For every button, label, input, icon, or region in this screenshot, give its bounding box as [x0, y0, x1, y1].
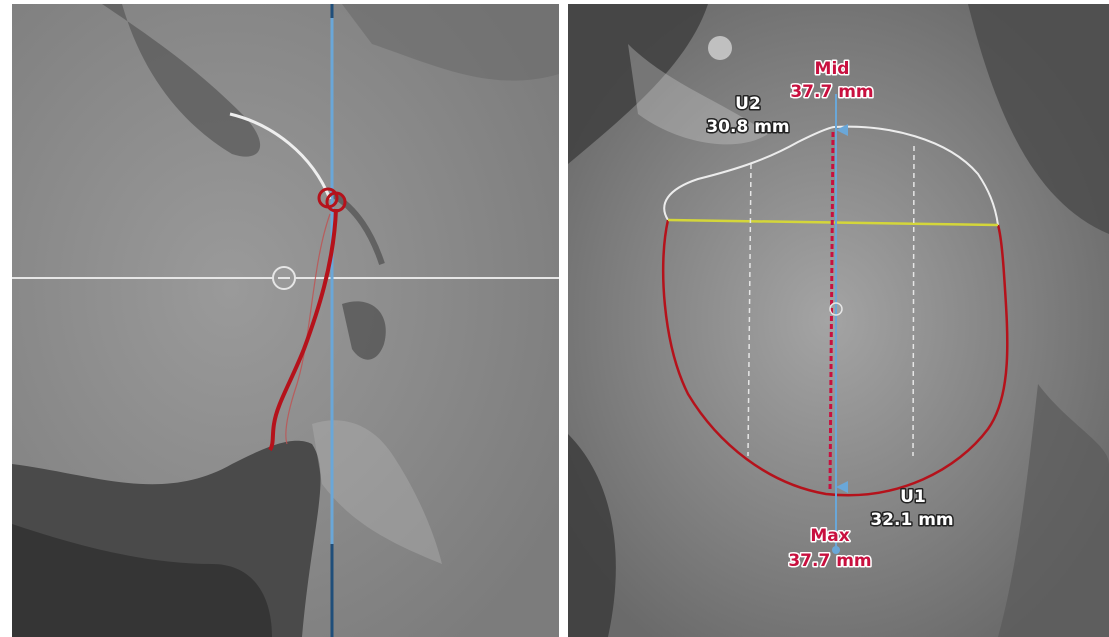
- u1-dashed-line: [912, 145, 915, 457]
- max-value: 37.7 mm: [788, 551, 871, 571]
- bottom-handle[interactable]: [832, 546, 840, 554]
- u2-dashed-line: [747, 163, 752, 457]
- u2-label: U2: [735, 94, 761, 114]
- darker-region-bottom-left: [12, 524, 272, 637]
- u1-label: U1: [900, 487, 926, 507]
- u2-value: 30.8 mm: [706, 117, 789, 137]
- bright-region-top-left: [628, 44, 768, 145]
- dark-spot-mid: [342, 301, 386, 360]
- white-annulus-curve: [229, 112, 332, 200]
- dark-region-top-right: [342, 4, 559, 81]
- dark-region-top-left: [568, 4, 708, 164]
- red-annulus-contour: [268, 208, 338, 452]
- red-lower-contour: [661, 219, 1009, 497]
- sagittal-view-image: [12, 4, 559, 637]
- mid-value: 37.7 mm: [790, 82, 873, 102]
- bright-region-bottom: [312, 420, 442, 564]
- thin-red-guide-curve: [285, 213, 331, 445]
- mid-label: Mid: [815, 59, 850, 79]
- bottom-arrow-marker[interactable]: [836, 481, 848, 493]
- dark-vessel-top: [102, 4, 261, 157]
- max-label: Max: [810, 526, 849, 546]
- dark-region-top-right: [968, 4, 1109, 234]
- sagittal-view-panel[interactable]: [12, 4, 559, 637]
- bright-spot: [708, 36, 732, 60]
- u1-value: 32.1 mm: [870, 510, 953, 530]
- top-arrow-marker[interactable]: [836, 124, 848, 136]
- dark-region-bottom-left: [568, 434, 616, 637]
- annulus-view-image: Mid 37.7 mm U2 30.8 mm U1 32.1 mm Max 37…: [568, 4, 1109, 637]
- ring-marker-2[interactable]: [325, 191, 347, 213]
- annulus-view-panel[interactable]: Mid 37.7 mm U2 30.8 mm U1 32.1 mm Max 37…: [568, 4, 1109, 637]
- dark-vessel-mid: [330, 191, 385, 265]
- dark-region-bottom-right: [998, 384, 1109, 637]
- white-upper-contour: [663, 125, 999, 226]
- center-marker[interactable]: [829, 302, 843, 316]
- mid-max-dashed-line: [828, 131, 835, 491]
